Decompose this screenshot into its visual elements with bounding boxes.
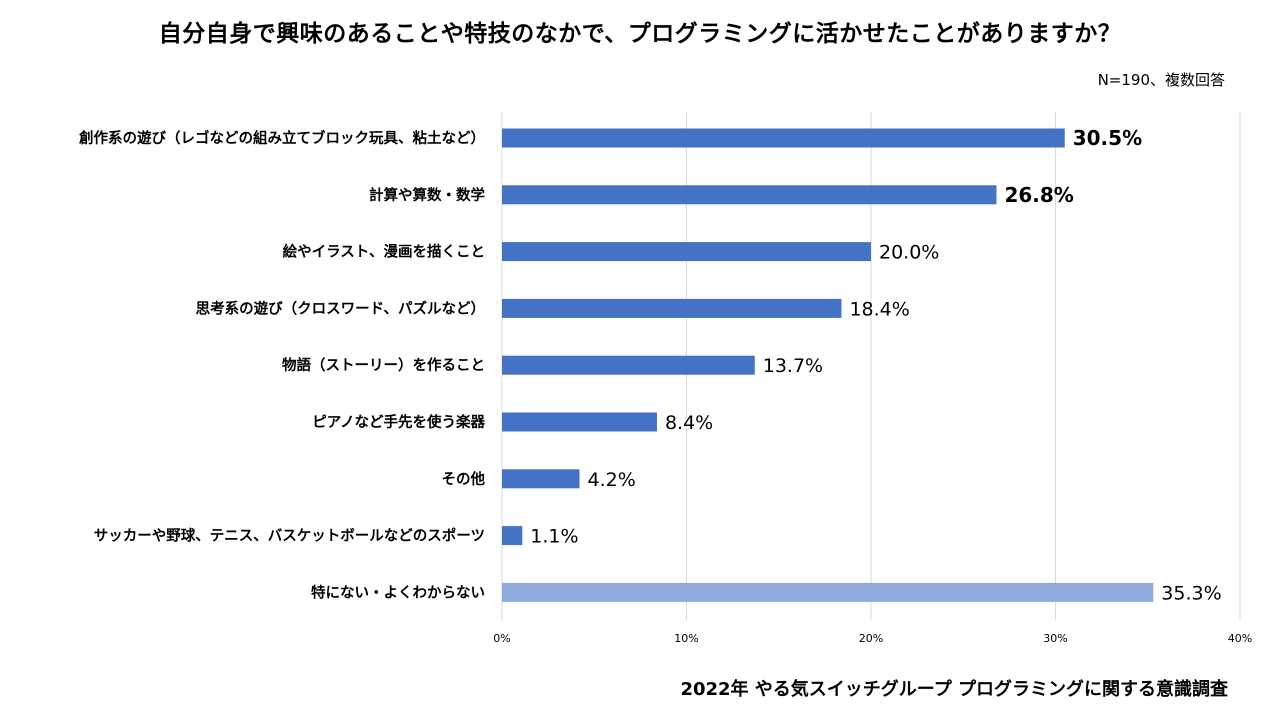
bar: [502, 128, 1065, 148]
bar: [502, 298, 842, 318]
category-label: 絵やイラスト、漫画を描くこと: [283, 243, 485, 261]
value-label: 20.0%: [879, 242, 939, 264]
value-label: 4.2%: [587, 469, 635, 491]
category-label: 物語（ストーリー）を作ること: [282, 356, 485, 374]
value-label: 8.4%: [665, 412, 713, 434]
category-label: 思考系の遊び（クロスワード、パズルなど）: [196, 299, 485, 317]
value-label: 30.5%: [1073, 126, 1142, 150]
x-tick-label: 10%: [674, 632, 698, 645]
chart-title: 自分自身で興味のあることや特技のなかで、プログラミングに活かせたことがありますか…: [158, 21, 1122, 47]
value-label: 26.8%: [1004, 183, 1073, 207]
x-axis-ticks: 0% 10% 20% 30% 40%: [493, 632, 1252, 645]
value-labels: 30.5% 26.8% 20.0% 18.4% 13.7% 8.4% 4.2% 1.1% 35.…: [530, 126, 1221, 604]
value-label: 18.4%: [849, 298, 909, 320]
category-label: 創作系の遊び（レゴなどの組み立てブロック玩具、粘土など）: [78, 129, 485, 147]
x-tick-label: 20%: [859, 632, 883, 645]
bar: [502, 526, 523, 546]
value-label: 1.1%: [530, 526, 578, 548]
sample-note: N=190、複数回答: [1097, 71, 1225, 89]
bar: [502, 185, 997, 205]
bars: [502, 128, 1154, 602]
bar: [502, 355, 755, 375]
x-tick-label: 40%: [1228, 632, 1252, 645]
bar: [502, 582, 1154, 602]
bar: [502, 469, 580, 489]
category-label: 特にない・よくわからない: [311, 583, 485, 601]
category-label: ピアノなど手先を使う楽器: [312, 413, 485, 431]
bar: [502, 412, 657, 432]
value-label: 35.3%: [1161, 582, 1221, 604]
category-labels: 創作系の遊び（レゴなどの組み立てブロック玩具、粘土など） 計算や算数・数学絵やイラ…: [78, 129, 485, 601]
category-label: その他: [442, 470, 486, 488]
x-tick-label: 30%: [1043, 632, 1067, 645]
bar: [502, 242, 871, 262]
source-footer: 2022年 やる気スイッチグループ プログラミングに関する意識調査: [680, 679, 1228, 700]
category-label: 計算や算数・数学: [369, 186, 485, 204]
x-tick-label: 0%: [493, 632, 510, 645]
value-label: 13.7%: [763, 355, 823, 377]
category-label: サッカーや野球、テニス、バスケットボールなどのスポーツ: [94, 527, 485, 545]
